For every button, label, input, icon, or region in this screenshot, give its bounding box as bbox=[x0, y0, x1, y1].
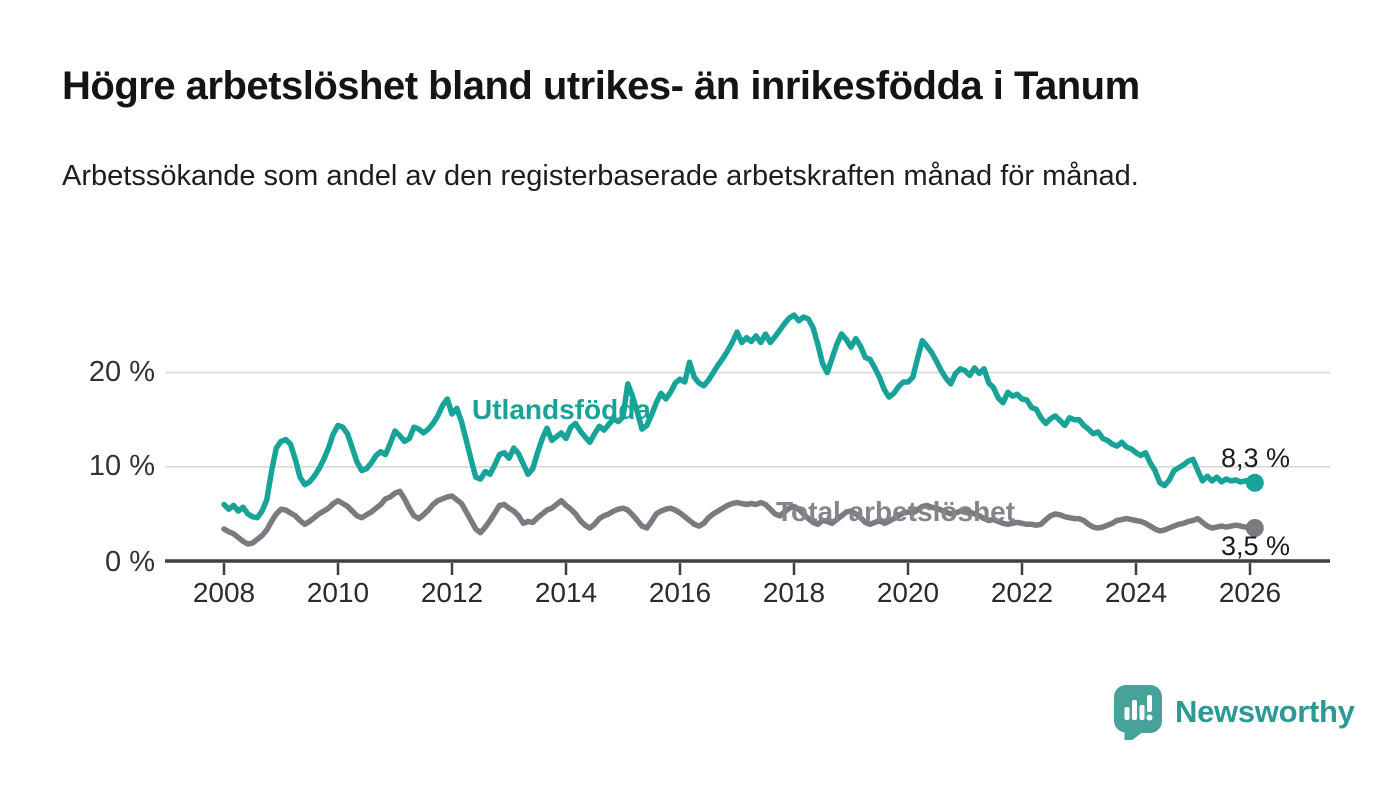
newsworthy-logo: Newsworthy bbox=[1113, 684, 1355, 740]
series-label-total-arbetsloshet: Total arbetslöshet bbox=[776, 496, 1015, 527]
x-axis-year-label: 2024 bbox=[1105, 577, 1167, 608]
end-value-label-utlandsfodda: 8,3 % bbox=[1221, 443, 1290, 473]
end-value-label-total: 3,5 % bbox=[1221, 531, 1290, 561]
series-line-utlandsfodda bbox=[221, 312, 1258, 521]
newsworthy-logo-mark-icon bbox=[1114, 685, 1162, 740]
series-line-total-arbetsloshet bbox=[221, 488, 1258, 547]
x-axis-year-label: 2026 bbox=[1219, 577, 1281, 608]
page-subtitle: Arbetssökande som andel av den registerb… bbox=[62, 160, 1139, 192]
x-axis-year-label: 2010 bbox=[307, 577, 369, 608]
x-axis-year-label: 2022 bbox=[991, 577, 1053, 608]
y-axis-tick-10: 10 % bbox=[89, 450, 155, 482]
y-axis-tick-20: 20 % bbox=[89, 356, 155, 388]
logo-bars-icon bbox=[1124, 695, 1153, 721]
page-title: Högre arbetslöshet bland utrikes- än inr… bbox=[62, 64, 1140, 108]
x-axis-year-label: 2014 bbox=[535, 577, 597, 608]
y-axis-tick-0: 0 % bbox=[105, 546, 155, 578]
series-end-dot-utlandsfodda bbox=[1245, 473, 1264, 492]
x-axis-year-label: 2016 bbox=[649, 577, 711, 608]
x-axis-year-label: 2018 bbox=[763, 577, 825, 608]
series-end-dot-total-arbetsloshet bbox=[1245, 519, 1264, 537]
chart-plot-area: 2008 2010 2012 2014 2016 2018 2020 2022 2024 2026 bbox=[165, 312, 1330, 608]
series-label-utlandsfodda: Utlandsfödda bbox=[472, 394, 651, 425]
x-axis-year-label: 2020 bbox=[877, 577, 939, 608]
newsworthy-logo-text: Newsworthy bbox=[1175, 694, 1355, 729]
x-axis-year-label: 2012 bbox=[421, 577, 483, 608]
x-axis-year-label: 2008 bbox=[193, 577, 255, 608]
